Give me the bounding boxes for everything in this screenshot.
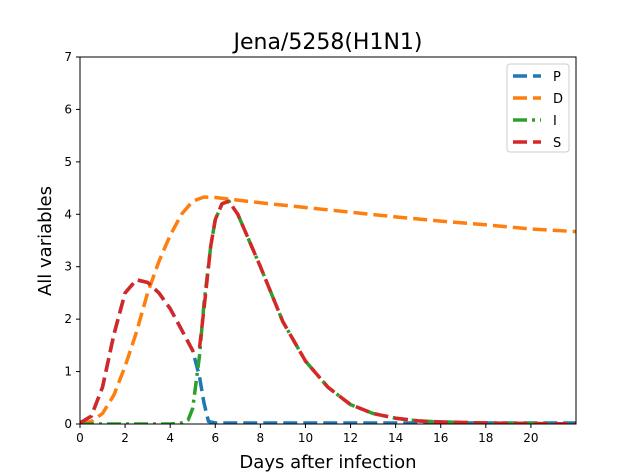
series-line-i [80, 199, 576, 424]
y-tick-label: 2 [64, 312, 72, 326]
x-axis-label: Days after infection [239, 452, 416, 473]
legend-label: P [553, 70, 561, 85]
x-tick-label: 10 [298, 431, 313, 445]
x-tick-label: 8 [257, 431, 265, 445]
y-tick-label: 0 [64, 417, 72, 431]
y-tick-label: 3 [64, 260, 72, 274]
legend-label: D [553, 92, 563, 107]
x-tick-label: 2 [121, 431, 129, 445]
x-tick-label: 14 [388, 431, 403, 445]
plot-lines [80, 195, 576, 424]
series-line-s [80, 199, 576, 424]
x-tick-label: 18 [478, 431, 493, 445]
x-tick-label: 20 [523, 431, 538, 445]
plot-frame [79, 56, 577, 425]
x-tick-label: 4 [166, 431, 174, 445]
y-tick-label: 4 [64, 207, 72, 221]
y-tick-label: 6 [64, 102, 72, 116]
legend-label: I [553, 114, 557, 129]
series-line-p [80, 278, 576, 424]
x-tick-label: 6 [211, 431, 219, 445]
y-tick-label: 7 [64, 50, 72, 64]
x-tick-label: 16 [433, 431, 448, 445]
legend-box [506, 63, 570, 153]
y-tick-label: 5 [64, 155, 72, 169]
x-tick-label: 0 [76, 431, 84, 445]
x-ticks: 0 2 4 6 8 10 12 14 16 18 20 [76, 424, 539, 445]
series-line-d [80, 195, 576, 424]
x-tick-label: 12 [343, 431, 358, 445]
y-ticks: 0 1 2 3 4 5 6 7 [64, 50, 80, 431]
y-tick-label: 1 [64, 365, 72, 379]
y-axis-label: All variables [35, 186, 56, 296]
legend-label: S [553, 136, 561, 151]
chart-title: Jena/5258(H1N1) [231, 30, 422, 55]
